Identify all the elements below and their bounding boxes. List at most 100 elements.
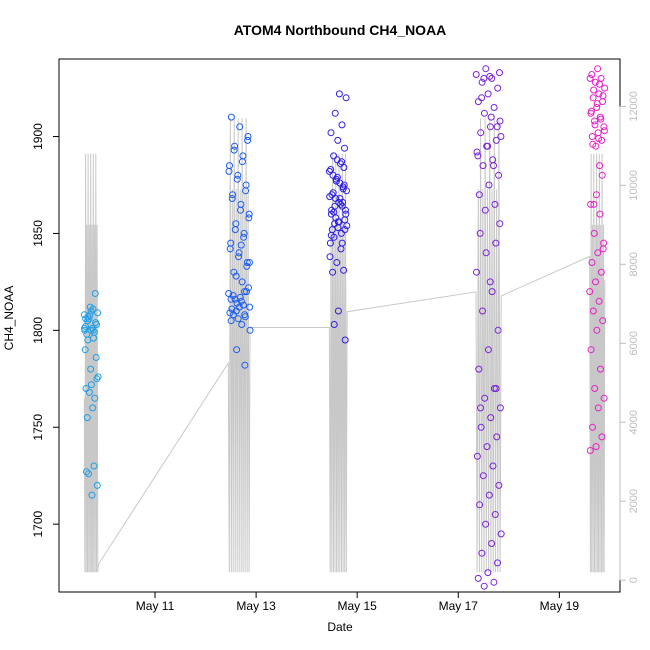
- data-point: [493, 123, 501, 131]
- data-point: [488, 540, 496, 547]
- data-point: [596, 162, 604, 170]
- data-point: [236, 293, 244, 301]
- data-point: [86, 303, 94, 311]
- data-point: [595, 90, 603, 98]
- data-point: [475, 365, 483, 373]
- data-point: [233, 299, 241, 307]
- data-point: [85, 388, 93, 396]
- data-point: [226, 245, 234, 253]
- data-point: [340, 164, 348, 171]
- data-point: [241, 313, 249, 321]
- data-point: [478, 78, 486, 86]
- data-point: [589, 140, 597, 148]
- data-point: [244, 133, 252, 140]
- data-point: [593, 326, 601, 334]
- data-point: [230, 146, 238, 154]
- data-point: [489, 462, 497, 470]
- y-tick-label: 1750: [31, 414, 45, 441]
- flight-series: [325, 90, 351, 344]
- data-point: [341, 336, 349, 344]
- y-tick-label: 1800: [31, 317, 45, 344]
- data-point: [494, 326, 502, 334]
- data-point: [235, 249, 243, 257]
- data-point: [325, 167, 333, 175]
- x-axis: May 11 May 13 May 15 May 17 May 19: [136, 591, 579, 613]
- data-point: [240, 233, 248, 241]
- data-point: [334, 136, 342, 144]
- data-point: [476, 501, 484, 509]
- data-point: [495, 171, 503, 179]
- data-point: [494, 84, 502, 92]
- data-point: [337, 200, 345, 208]
- data-point: [586, 74, 594, 82]
- data-point: [599, 317, 607, 325]
- data-point: [243, 259, 251, 266]
- data-point: [599, 245, 607, 253]
- data-point: [234, 171, 242, 179]
- data-point: [83, 468, 90, 476]
- data-point: [330, 321, 338, 328]
- data-point: [94, 373, 102, 381]
- x-tick-label: May 13: [236, 599, 276, 613]
- data-point: [591, 78, 599, 86]
- data-point: [484, 90, 492, 98]
- data-point: [230, 268, 238, 276]
- data-point: [235, 253, 242, 261]
- data-point: [89, 326, 97, 334]
- data-point: [84, 336, 92, 344]
- data-point: [239, 301, 247, 309]
- data-point: [474, 574, 482, 582]
- data-point: [242, 187, 250, 195]
- chart-title: ATOM4 Northbound CH4_NOAA: [234, 22, 447, 38]
- right-tick-label: 10000: [628, 170, 640, 201]
- right-tick-label: 8000: [628, 252, 640, 276]
- data-point: [486, 123, 494, 131]
- data-points: [80, 65, 609, 590]
- data-point: [599, 92, 607, 100]
- y-tick-label: 1700: [31, 510, 45, 537]
- data-point: [240, 229, 248, 237]
- flight-series: [586, 65, 609, 454]
- data-point: [237, 297, 245, 305]
- data-point: [600, 394, 608, 402]
- data-point: [333, 259, 341, 266]
- data-point: [594, 249, 602, 257]
- data-point: [597, 74, 605, 82]
- flight-series: [80, 290, 102, 499]
- data-point: [487, 414, 495, 422]
- x-tick-label: May 17: [439, 599, 479, 613]
- data-point: [93, 321, 100, 328]
- data-point: [335, 198, 343, 206]
- data-point: [592, 191, 600, 199]
- data-point: [597, 115, 605, 123]
- data-point: [493, 433, 501, 441]
- data-point: [490, 162, 497, 170]
- data-point: [88, 491, 96, 499]
- data-point: [591, 385, 599, 392]
- data-point: [497, 133, 505, 140]
- data-point: [587, 107, 595, 115]
- data-point: [329, 189, 337, 197]
- data-point: [483, 443, 491, 451]
- data-point: [233, 175, 241, 183]
- data-point: [339, 185, 347, 193]
- y-axis: 1700 1750 1800 1850 1900: [31, 123, 60, 538]
- data-point: [231, 142, 239, 150]
- data-point: [486, 72, 494, 80]
- data-point: [243, 288, 250, 296]
- data-point: [492, 136, 500, 144]
- y-tick-label: 1850: [31, 220, 45, 247]
- data-point: [598, 171, 606, 179]
- data-point: [478, 549, 486, 557]
- right-tick-label: 12000: [628, 91, 640, 122]
- data-point: [490, 578, 498, 586]
- data-point: [590, 200, 598, 208]
- data-point: [594, 65, 602, 73]
- data-point: [482, 520, 490, 528]
- altitude-line: [83, 118, 606, 573]
- data-point: [334, 224, 342, 232]
- data-point: [229, 311, 237, 319]
- data-point: [246, 259, 253, 266]
- data-point: [473, 452, 481, 460]
- data-point: [596, 210, 604, 218]
